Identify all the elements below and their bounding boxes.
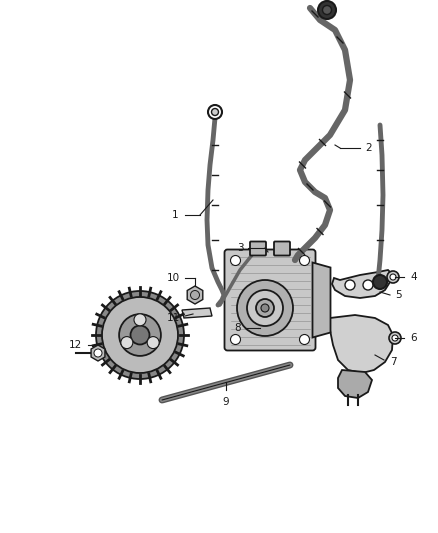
Circle shape bbox=[247, 290, 283, 326]
Circle shape bbox=[389, 332, 401, 344]
Circle shape bbox=[261, 304, 269, 312]
Polygon shape bbox=[187, 286, 203, 304]
Circle shape bbox=[191, 290, 199, 300]
Circle shape bbox=[390, 274, 396, 280]
Text: 1: 1 bbox=[171, 210, 178, 220]
Circle shape bbox=[322, 5, 332, 14]
Text: 3: 3 bbox=[237, 243, 244, 253]
Circle shape bbox=[121, 337, 133, 349]
Circle shape bbox=[119, 314, 161, 356]
FancyBboxPatch shape bbox=[225, 249, 315, 351]
FancyBboxPatch shape bbox=[274, 241, 290, 255]
Polygon shape bbox=[91, 345, 105, 361]
Circle shape bbox=[256, 299, 274, 317]
Polygon shape bbox=[253, 315, 282, 345]
Circle shape bbox=[300, 335, 310, 344]
Circle shape bbox=[318, 1, 336, 19]
Circle shape bbox=[387, 271, 399, 283]
Text: 9: 9 bbox=[223, 397, 230, 407]
Circle shape bbox=[102, 297, 178, 373]
Circle shape bbox=[345, 280, 355, 290]
Text: 2: 2 bbox=[365, 143, 371, 153]
Circle shape bbox=[208, 105, 222, 119]
Circle shape bbox=[392, 335, 398, 341]
Circle shape bbox=[237, 280, 293, 336]
Circle shape bbox=[212, 109, 219, 116]
Circle shape bbox=[134, 314, 146, 326]
Text: 4: 4 bbox=[410, 272, 417, 282]
Circle shape bbox=[373, 275, 387, 289]
Circle shape bbox=[300, 255, 310, 265]
Text: 10: 10 bbox=[167, 273, 180, 283]
Polygon shape bbox=[332, 270, 392, 298]
Circle shape bbox=[94, 349, 102, 357]
Text: 5: 5 bbox=[395, 290, 402, 300]
Circle shape bbox=[147, 337, 159, 349]
Circle shape bbox=[96, 291, 184, 379]
Polygon shape bbox=[312, 262, 331, 337]
FancyBboxPatch shape bbox=[250, 241, 266, 255]
Circle shape bbox=[363, 280, 373, 290]
Polygon shape bbox=[338, 370, 372, 398]
Text: 12: 12 bbox=[69, 340, 82, 350]
Text: 7: 7 bbox=[390, 357, 397, 367]
Text: 8: 8 bbox=[234, 323, 241, 333]
Polygon shape bbox=[182, 308, 212, 318]
Polygon shape bbox=[330, 315, 393, 373]
Circle shape bbox=[230, 335, 240, 344]
Circle shape bbox=[230, 255, 240, 265]
Text: 6: 6 bbox=[410, 333, 417, 343]
Text: 11: 11 bbox=[167, 313, 180, 323]
Circle shape bbox=[131, 326, 149, 344]
